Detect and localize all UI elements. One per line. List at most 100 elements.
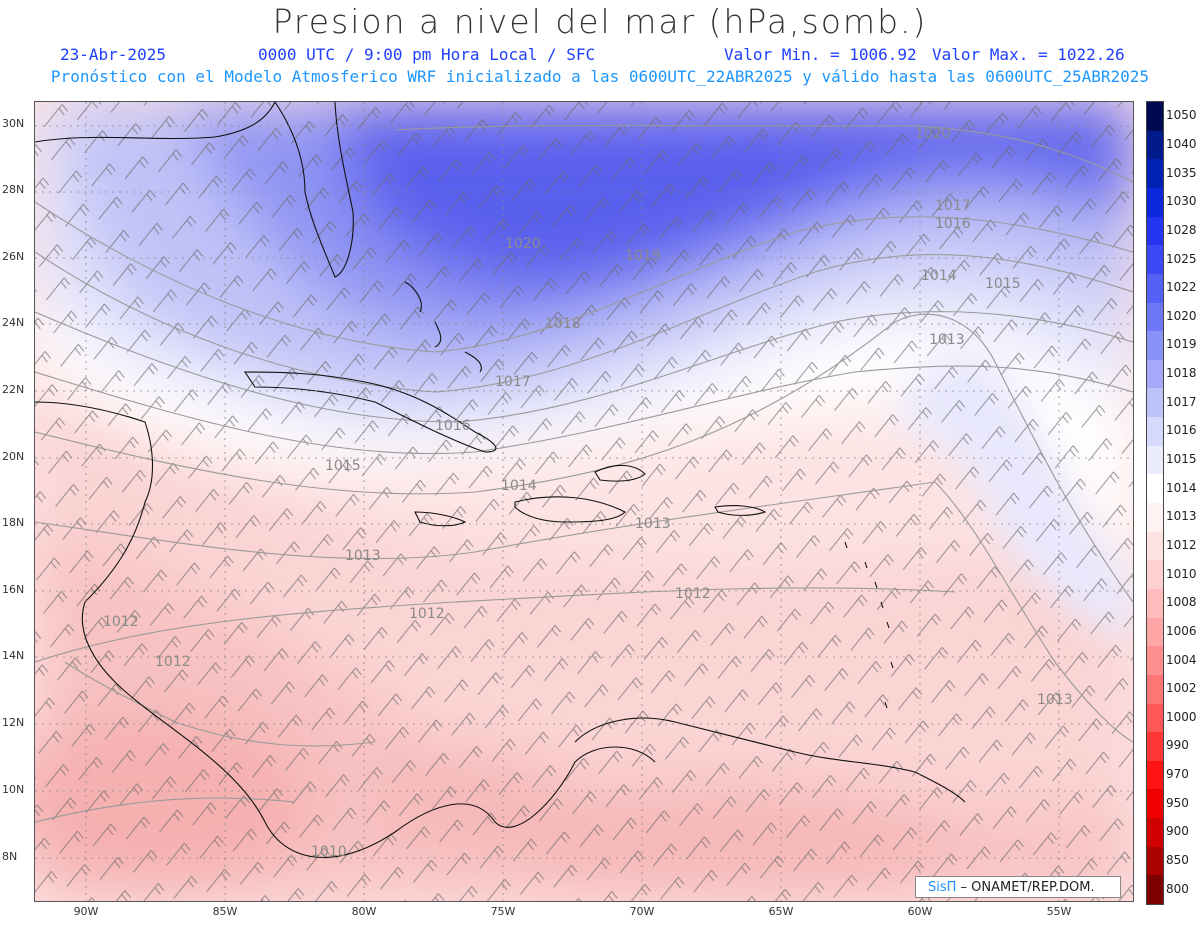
lat-label: 26N	[2, 250, 25, 263]
colorbar-label: 1002	[1166, 681, 1197, 696]
lat-label: 24N	[2, 316, 25, 329]
colorbar-label: 970	[1166, 767, 1189, 782]
lat-label: 22N	[2, 383, 25, 396]
contour-label: 1020	[505, 236, 541, 252]
colorbar-swatch	[1147, 674, 1163, 704]
lon-label: 75W	[490, 905, 516, 918]
contour-label: 1014	[501, 478, 537, 494]
lat-label: 8N	[2, 850, 18, 863]
contour-label: 1018	[545, 316, 581, 332]
coastlines	[35, 102, 966, 858]
colorbar-swatch	[1147, 846, 1163, 876]
colorbar-label: 1019	[1166, 337, 1197, 352]
contour-label: 1013	[1037, 692, 1073, 708]
colorbar-label: 1014	[1166, 480, 1197, 495]
colorbar-label: 1050	[1166, 108, 1197, 123]
lon-label: 65W	[768, 905, 794, 918]
lon-label: 55W	[1046, 905, 1072, 918]
colorbar-swatch	[1147, 302, 1163, 332]
colorbar-swatch	[1147, 216, 1163, 246]
contour-label: 1012	[409, 606, 445, 622]
contour-label: 1017	[495, 374, 531, 390]
colorbar-swatch	[1147, 102, 1163, 132]
colorbar-label: 990	[1166, 738, 1189, 753]
colorbar-label: 1035	[1166, 165, 1197, 180]
map-panel: 1020 1017 1016 1014 1015 1013 1020 1019 …	[34, 101, 1134, 902]
colorbar-swatch	[1147, 273, 1163, 303]
colorbar-label: 1025	[1166, 251, 1197, 266]
lat-label: 30N	[2, 117, 25, 130]
colorbar-label: 1020	[1166, 308, 1197, 323]
contour-label: 1019	[625, 248, 661, 264]
colorbar-swatch	[1147, 417, 1163, 447]
colorbar-label: 1013	[1166, 509, 1197, 524]
colorbar-swatch	[1147, 760, 1163, 790]
lon-label: 80W	[351, 905, 377, 918]
colorbar-swatch	[1147, 388, 1163, 418]
colorbar-label: 1006	[1166, 623, 1197, 638]
credit-text: – ONAMET/REP.DOM.	[956, 880, 1095, 895]
colorbar-label: 900	[1166, 824, 1189, 839]
isobars	[35, 124, 1133, 823]
colorbar-label: 1000	[1166, 709, 1197, 724]
graticule	[35, 102, 1133, 901]
colorbar-label: 950	[1166, 795, 1189, 810]
colorbar-swatch	[1147, 331, 1163, 361]
lon-label: 70W	[629, 905, 655, 918]
credit-box: SisΠ – ONAMET/REP.DOM.	[915, 876, 1121, 898]
contour-label: 1012	[675, 586, 711, 602]
contour-labels: 1020 1017 1016 1014 1015 1013 1020 1019 …	[103, 126, 1073, 860]
colorbar-label: 1010	[1166, 566, 1197, 581]
colorbar-swatch	[1147, 245, 1163, 275]
colorbar-swatch	[1147, 818, 1163, 848]
wind-barbs	[35, 102, 1133, 901]
colorbar-swatch	[1147, 646, 1163, 676]
colorbar-swatch	[1147, 703, 1163, 733]
contour-label: 1012	[155, 654, 191, 670]
sispi-logo: SisΠ	[928, 880, 957, 895]
colorbar-label: 1022	[1166, 280, 1197, 295]
min-value: Valor Min. = 1006.92	[724, 45, 917, 64]
lon-label: 85W	[212, 905, 238, 918]
forecast-time: 0000 UTC / 9:00 pm Hora Local / SFC	[258, 45, 596, 64]
contour-label: 1016	[935, 216, 971, 232]
lat-label: 16N	[2, 583, 25, 596]
colorbar-swatch	[1147, 617, 1163, 647]
contour-label: 1015	[985, 276, 1021, 292]
contour-label: 1012	[103, 614, 139, 630]
colorbar-swatch	[1147, 503, 1163, 533]
contour-label: 1015	[325, 458, 361, 474]
contour-label: 1010	[311, 844, 347, 860]
colorbar-label: 1018	[1166, 366, 1197, 381]
lat-label: 28N	[2, 183, 25, 196]
colorbar-label: 1028	[1166, 222, 1197, 237]
colorbar-swatch	[1147, 159, 1163, 189]
lat-label: 12N	[2, 716, 25, 729]
colorbar-swatch	[1147, 130, 1163, 160]
lat-label: 18N	[2, 516, 25, 529]
colorbar-label: 1030	[1166, 194, 1197, 209]
lat-label: 20N	[2, 450, 25, 463]
contour-label: 1020	[915, 126, 951, 142]
colorbar-swatch	[1147, 588, 1163, 619]
colorbar-label: 1016	[1166, 423, 1197, 438]
colorbar-swatch	[1147, 560, 1163, 590]
lon-label: 60W	[907, 905, 933, 918]
colorbar-label: 850	[1166, 853, 1189, 868]
map-title: Presion a nivel del mar (hPa,somb.)	[272, 2, 928, 41]
model-subtitle: Pronóstico con el Modelo Atmosferico WRF…	[50, 67, 1150, 86]
colorbar-swatch	[1147, 474, 1163, 504]
colorbar-label: 1012	[1166, 537, 1197, 552]
colorbar-swatch	[1147, 732, 1163, 762]
contour-label: 1013	[345, 548, 381, 564]
colorbar-swatch	[1147, 187, 1163, 218]
contour-label: 1013	[929, 332, 965, 348]
contour-label: 1017	[935, 198, 971, 214]
colorbar-label: 800	[1166, 881, 1189, 896]
lat-label: 14N	[2, 649, 25, 662]
contour-label: 1013	[635, 516, 671, 532]
colorbar-swatch	[1147, 531, 1163, 561]
colorbar-swatch	[1147, 359, 1163, 389]
lon-label: 90W	[73, 905, 99, 918]
pressure-map: 1020 1017 1016 1014 1015 1013 1020 1019 …	[35, 102, 1133, 901]
